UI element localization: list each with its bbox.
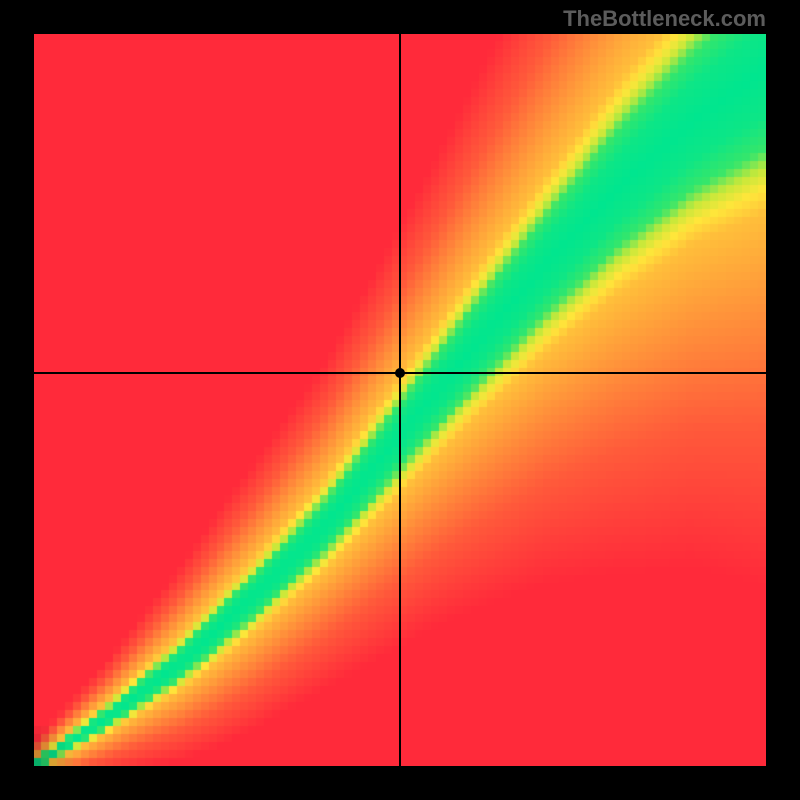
crosshair-vertical [399,34,401,766]
bottleneck-heatmap-chart: TheBottleneck.com [0,0,800,800]
crosshair-marker [395,368,405,378]
attribution-text: TheBottleneck.com [563,6,766,32]
